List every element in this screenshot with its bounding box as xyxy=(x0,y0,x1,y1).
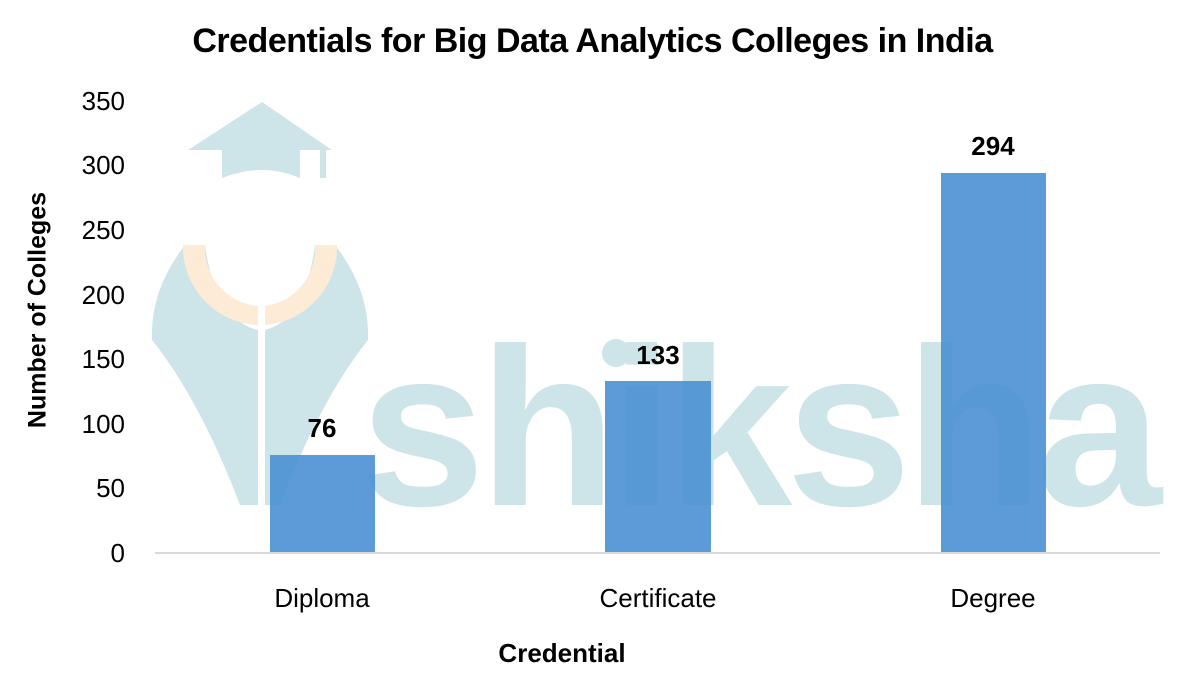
y-tick-350: 350 xyxy=(81,86,125,116)
y-tick-100: 100 xyxy=(81,409,125,439)
y-tick-0: 0 xyxy=(110,538,125,568)
x-axis-label: Credential xyxy=(498,638,626,668)
gown-icon xyxy=(151,245,369,505)
x-category-degree: Degree xyxy=(950,583,1036,613)
y-tick-50: 50 xyxy=(96,473,125,503)
graduation-cap-icon xyxy=(188,102,332,178)
data-label-diploma: 76 xyxy=(307,413,337,443)
y-tick-150: 150 xyxy=(81,344,125,374)
x-category-certificate: Certificate xyxy=(599,583,717,613)
chart-title: Credentials for Big Data Analytics Colle… xyxy=(192,22,993,60)
x-axis-line xyxy=(155,552,1160,554)
y-tick-200: 200 xyxy=(81,280,125,310)
data-label-degree: 294 xyxy=(971,131,1015,161)
data-label-certificate: 133 xyxy=(636,340,680,370)
bar-degree xyxy=(941,173,1046,553)
x-category-diploma: Diploma xyxy=(274,583,370,613)
y-tick-300: 300 xyxy=(81,150,125,180)
y-axis-label: Number of Colleges xyxy=(23,191,52,429)
bar-certificate xyxy=(605,381,711,553)
y-tick-250: 250 xyxy=(81,215,125,245)
bar-diploma xyxy=(270,455,375,553)
